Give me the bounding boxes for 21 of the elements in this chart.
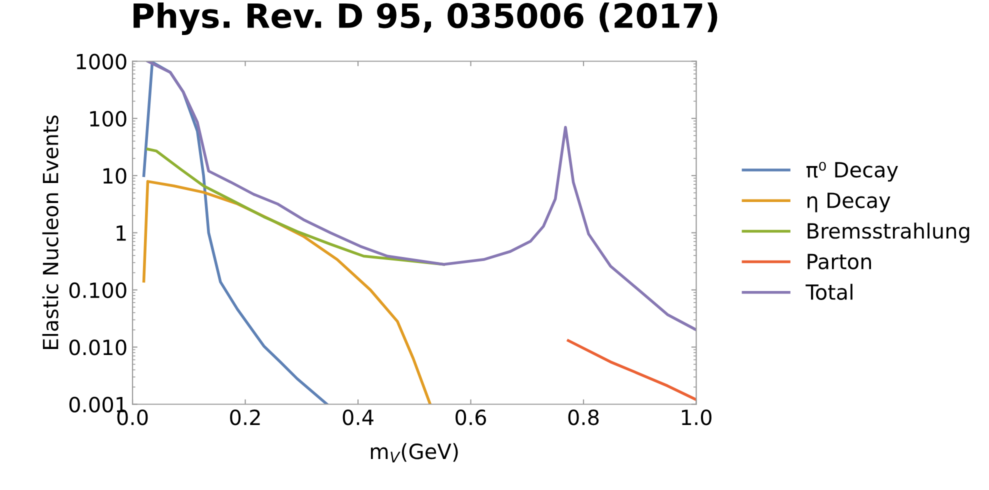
x-axis-title: m$_{V}$(GeV) <box>370 443 458 462</box>
x-tick-label: 0.8 <box>568 409 599 426</box>
x-tick-label: 1.0 <box>682 409 712 426</box>
legend-label: Total <box>806 284 852 300</box>
legend-label: π⁰ Decay <box>806 162 898 182</box>
y-tick-label: 10 <box>103 168 126 184</box>
y-tick-label: 0.100 <box>69 282 126 298</box>
x-tick-label: 0.6 <box>456 409 486 426</box>
legend-label: Parton <box>808 254 871 270</box>
x-tick-label: 0.4 <box>342 409 374 426</box>
y-axis-title: Elastic Nucleon Events <box>42 115 58 349</box>
legend-label: η Decay <box>808 192 890 212</box>
line-series <box>566 339 696 402</box>
y-tick-label: 0.010 <box>69 340 126 356</box>
line-series <box>146 61 696 332</box>
y-tick-label: 100 <box>90 110 126 127</box>
y-tick-label: 1000 <box>76 54 126 70</box>
legend-label: Bremsstrahlung <box>808 222 970 243</box>
x-tick-label: 0.2 <box>230 409 260 426</box>
y-tick-label: 1 <box>116 225 126 241</box>
chart-title: Phys. Rev. D 95, 035006 (2017) <box>134 2 718 35</box>
